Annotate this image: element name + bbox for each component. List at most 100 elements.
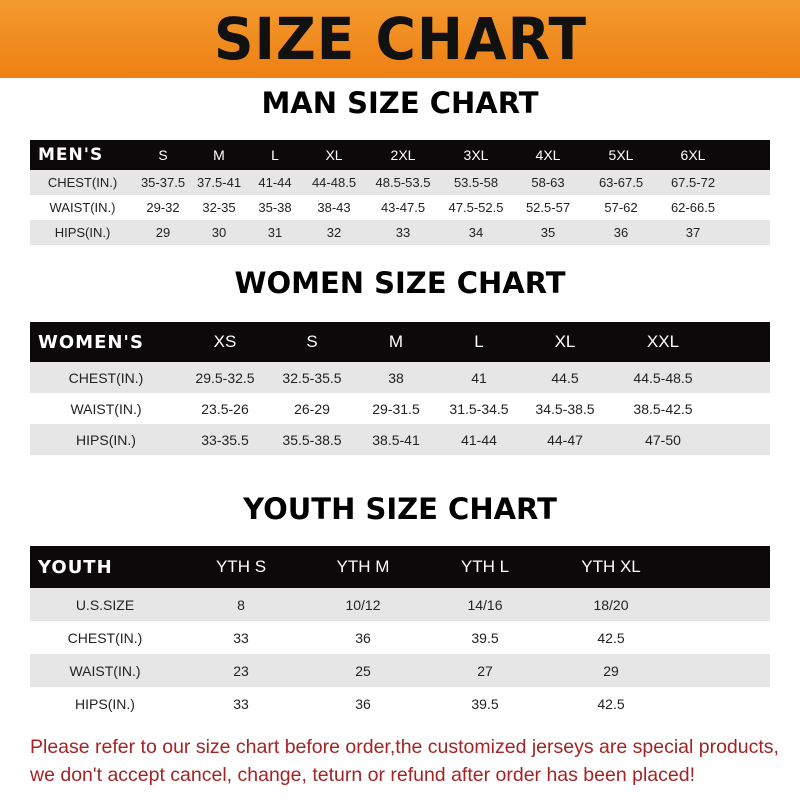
table-cell: 25 bbox=[355, 662, 371, 679]
table-cell: 44.5 bbox=[551, 369, 579, 386]
men-header-row: MEN'S S M L XL 2XL 3XL 4XL 5XL 6XL bbox=[30, 140, 770, 170]
table-cell: 10/12 bbox=[345, 596, 381, 613]
row-label: HIPS(IN.) bbox=[54, 225, 111, 240]
size-header: 2XL bbox=[390, 147, 416, 163]
table-cell: 32 bbox=[326, 225, 342, 240]
table-cell: 29-31.5 bbox=[372, 400, 420, 417]
table-cell: 63-67.5 bbox=[598, 175, 644, 190]
women-header-row: WOMEN'S XS S M L XL XXL bbox=[30, 322, 770, 362]
table-cell: 38 bbox=[388, 369, 404, 386]
table-row: CHEST(IN.) 29.5-32.5 32.5-35.5 38 41 44.5 44.5… bbox=[30, 362, 770, 393]
table-cell: 35.5-38.5 bbox=[282, 431, 342, 448]
size-header: L bbox=[271, 147, 279, 163]
row-label: U.S.SIZE bbox=[75, 596, 135, 613]
row-label: HIPS(IN.) bbox=[76, 431, 136, 448]
table-cell: 58-63 bbox=[531, 175, 565, 190]
table-cell: 32.5-35.5 bbox=[282, 369, 342, 386]
table-cell: 29 bbox=[155, 225, 171, 240]
row-label: WAIST(IN.) bbox=[69, 662, 141, 679]
table-cell: 44.5-48.5 bbox=[633, 369, 693, 386]
table-cell: 36 bbox=[355, 629, 371, 646]
row-label: CHEST(IN.) bbox=[47, 175, 118, 190]
size-header: YTH XL bbox=[581, 557, 641, 576]
table-cell: 48.5-53.5 bbox=[375, 175, 431, 190]
table-cell: 26-29 bbox=[294, 400, 330, 417]
table-cell: 44-48.5 bbox=[311, 175, 357, 190]
table-cell: 30 bbox=[211, 225, 227, 240]
banner: SIZE CHART bbox=[0, 0, 800, 78]
table-row: HIPS(IN.) 29 30 31 32 33 34 35 36 37 bbox=[30, 220, 770, 245]
women-size-table: WOMEN'S XS S M L XL XXL CHEST(IN.) 29.5-32.5 32.5… bbox=[30, 322, 770, 455]
table-row: U.S.SIZE 8 10/12 14/16 18/20 bbox=[30, 588, 770, 621]
table-cell: 62-66.5 bbox=[670, 200, 716, 215]
table-cell: 29.5-32.5 bbox=[195, 369, 255, 386]
table-cell: 38.5-42.5 bbox=[633, 400, 693, 417]
table-row: HIPS(IN.) 33 36 39.5 42.5 bbox=[30, 687, 770, 720]
table-cell: 14/16 bbox=[467, 596, 503, 613]
table-cell: 41 bbox=[471, 369, 487, 386]
table-cell: 44-47 bbox=[547, 431, 583, 448]
notice-line-1: Please refer to our size chart before or… bbox=[30, 736, 779, 758]
table-cell: 43-47.5 bbox=[380, 200, 426, 215]
size-header: 4XL bbox=[535, 147, 561, 163]
table-cell: 33 bbox=[233, 629, 249, 646]
size-header: YTH M bbox=[336, 557, 390, 576]
youth-size-table: YOUTH YTH S YTH M YTH L YTH XL U.S.SIZE 8 10/12… bbox=[30, 546, 770, 720]
table-cell: 42.5 bbox=[597, 629, 625, 646]
row-label: HIPS(IN.) bbox=[75, 695, 135, 712]
size-header: 3XL bbox=[463, 147, 489, 163]
table-cell: 39.5 bbox=[471, 629, 499, 646]
row-label: CHEST(IN.) bbox=[67, 629, 143, 646]
size-header: YTH L bbox=[460, 557, 510, 576]
table-cell: 47.5-52.5 bbox=[448, 200, 504, 215]
table-cell: 35-38 bbox=[258, 200, 292, 215]
youth-header-row: YOUTH YTH S YTH M YTH L YTH XL bbox=[30, 546, 770, 588]
banner-title: SIZE CHART bbox=[213, 5, 587, 73]
women-section-title: WOMEN SIZE CHART bbox=[234, 266, 566, 300]
table-cell: 8 bbox=[237, 596, 245, 613]
table-cell: 36 bbox=[613, 225, 629, 240]
table-cell: 67.5-72 bbox=[670, 175, 716, 190]
table-row: HIPS(IN.) 33-35.5 35.5-38.5 38.5-41 41-44 44-… bbox=[30, 424, 770, 455]
table-cell: 38.5-41 bbox=[372, 431, 420, 448]
table-cell: 41-44 bbox=[461, 431, 497, 448]
table-row: CHEST(IN.) 35-37.5 37.5-41 41-44 44-48.5 48.5… bbox=[30, 170, 770, 195]
size-header: XL bbox=[554, 332, 576, 351]
table-cell: 18/20 bbox=[593, 596, 629, 613]
row-label: WAIST(IN.) bbox=[49, 200, 116, 215]
table-label: WOMEN'S bbox=[38, 331, 144, 353]
size-header: S bbox=[158, 147, 168, 163]
size-header: M bbox=[213, 147, 225, 163]
table-cell: 29-32 bbox=[146, 200, 180, 215]
table-cell: 33 bbox=[233, 695, 249, 712]
table-cell: 53.5-58 bbox=[453, 175, 499, 190]
table-row: CHEST(IN.) 33 36 39.5 42.5 bbox=[30, 621, 770, 654]
table-row: WAIST(IN.) 23 25 27 29 bbox=[30, 654, 770, 687]
table-cell: 37 bbox=[685, 225, 701, 240]
table-cell: 39.5 bbox=[471, 695, 499, 712]
size-header: 6XL bbox=[680, 147, 706, 163]
table-cell: 33 bbox=[395, 225, 411, 240]
size-header: XXL bbox=[646, 332, 680, 351]
men-section-title: MAN SIZE CHART bbox=[261, 86, 539, 120]
size-header: YTH S bbox=[215, 557, 267, 576]
table-cell: 52.5-57 bbox=[525, 200, 571, 215]
size-header: XS bbox=[213, 332, 237, 351]
table-cell: 33-35.5 bbox=[201, 431, 249, 448]
table-row: WAIST(IN.) 23.5-26 26-29 29-31.5 31.5-34.5 34… bbox=[30, 393, 770, 424]
table-cell: 42.5 bbox=[597, 695, 625, 712]
table-cell: 23 bbox=[233, 662, 249, 679]
table-row: WAIST(IN.) 29-32 32-35 35-38 38-43 43-47.5 47.… bbox=[30, 195, 770, 220]
table-cell: 27 bbox=[477, 662, 493, 679]
men-size-table: MEN'S S M L XL 2XL 3XL 4XL 5XL 6XL CHEST(IN.) 35-37… bbox=[30, 140, 770, 245]
table-cell: 47-50 bbox=[645, 431, 681, 448]
table-cell: 37.5-41 bbox=[196, 175, 242, 190]
size-header: L bbox=[474, 332, 484, 351]
table-cell: 34 bbox=[468, 225, 484, 240]
row-label: CHEST(IN.) bbox=[68, 369, 144, 386]
table-cell: 34.5-38.5 bbox=[535, 400, 595, 417]
table-cell: 32-35 bbox=[202, 200, 236, 215]
table-cell: 35-37.5 bbox=[140, 175, 186, 190]
youth-section-title: YOUTH SIZE CHART bbox=[243, 492, 557, 526]
size-header: XL bbox=[325, 147, 343, 163]
